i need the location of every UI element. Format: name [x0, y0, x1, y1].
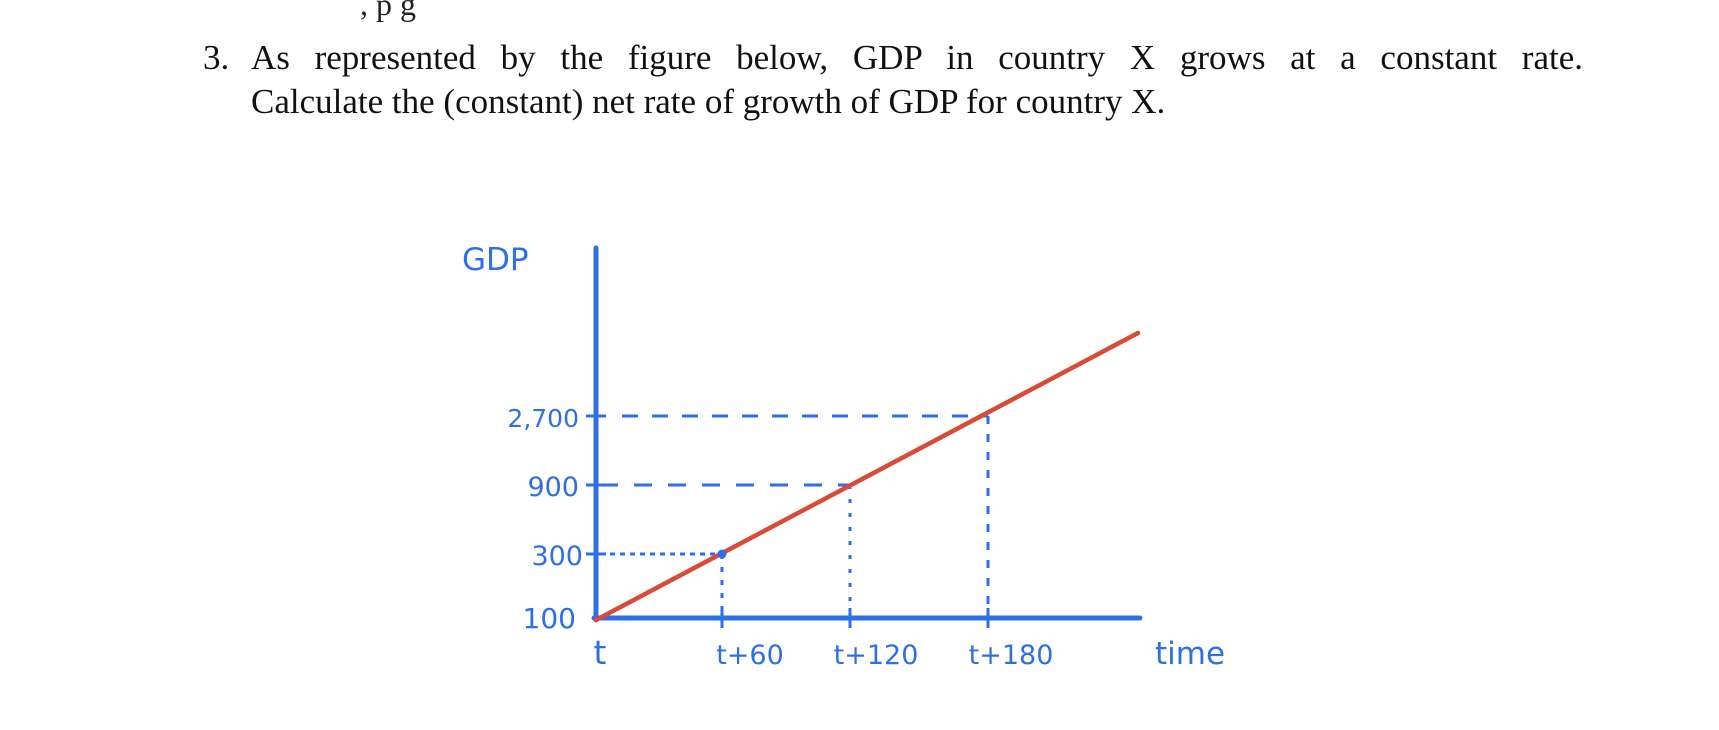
- y-axis-ticks: [586, 414, 606, 556]
- top-text-fragment: , p g: [360, 0, 416, 22]
- y-axis-label: GDP: [462, 242, 529, 278]
- x-axis-ticks: [720, 608, 990, 628]
- x-tick-label-t60: t+60: [716, 640, 784, 671]
- y-tick-label-100: 100: [523, 602, 576, 635]
- x-axis-label: time: [1155, 636, 1225, 672]
- question-text-line-2: Calculate the (constant) net rate of gro…: [251, 82, 1166, 121]
- x-tick-label-t120: t+120: [834, 640, 919, 671]
- y-tick-label-900: 900: [527, 472, 579, 503]
- x-tick-label-t180: t+180: [969, 640, 1054, 671]
- question-number: 3.: [203, 38, 230, 77]
- y-tick-label-300: 300: [531, 541, 583, 572]
- gdp-growth-line: [593, 330, 1141, 623]
- y-tick-label-2700: 2,700: [507, 404, 579, 433]
- guide-lines: [600, 414, 990, 618]
- data-point-t60-300: [717, 549, 727, 559]
- x-tick-label-t: t: [594, 633, 607, 672]
- question-text-line-1: As represented by the figure below, GDP …: [251, 38, 1583, 77]
